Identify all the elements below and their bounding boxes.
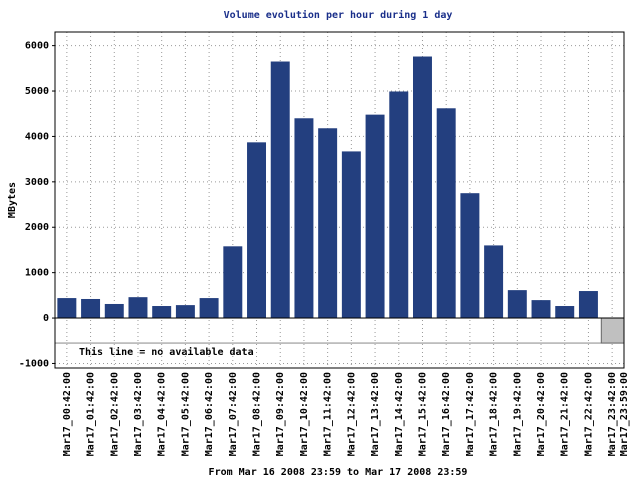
bar <box>199 298 219 319</box>
bar <box>460 193 480 319</box>
bar <box>81 298 101 319</box>
no-data-bar <box>600 317 625 344</box>
y-tick-label: 2000 <box>25 222 49 233</box>
bar <box>318 128 338 319</box>
bar <box>555 306 575 319</box>
bar <box>128 297 148 319</box>
bar <box>223 246 243 319</box>
chart-title: Volume evolution per hour during 1 day <box>224 9 453 21</box>
bar <box>152 306 172 319</box>
bar <box>412 56 432 319</box>
y-tick-label: -1000 <box>19 358 49 369</box>
bar <box>175 305 195 319</box>
x-tick-label: Mar17_04:42:00 <box>157 372 168 456</box>
x-tick-label: Mar17_00:42:00 <box>62 372 73 456</box>
x-tick-label: Mar17_11:42:00 <box>323 372 334 456</box>
bar <box>294 118 314 319</box>
x-tick-label: Mar17_18:42:00 <box>489 372 500 456</box>
bar <box>104 303 124 319</box>
y-tick-label: 5000 <box>25 86 49 97</box>
y-tick-label: 3000 <box>25 177 49 188</box>
bar <box>389 91 409 319</box>
x-tick-label: Mar17_06:42:00 <box>204 372 215 456</box>
x-tick-label: Mar17_08:42:00 <box>252 372 263 456</box>
bar <box>365 114 385 319</box>
x-tick-label: Mar17_20:42:00 <box>536 372 547 456</box>
bar <box>578 291 598 319</box>
bar <box>531 300 551 319</box>
x-tick-label: Mar17_03:42:00 <box>133 372 144 456</box>
bar <box>247 142 267 319</box>
x-tick-label: Mar17_02:42:00 <box>109 372 120 456</box>
x-tick-label: Mar17_12:42:00 <box>346 372 357 456</box>
x-tick-label: Mar17_17:42:00 <box>465 372 476 456</box>
plot-border <box>54 31 625 369</box>
bar <box>507 290 527 319</box>
x-tick-label: Mar17_01:42:00 <box>86 372 97 456</box>
x-tick-label: Mar17_23:42:00 <box>607 372 618 456</box>
y-tick-label: 1000 <box>25 268 49 279</box>
x-tick-label: Mar17_14:42:00 <box>394 372 405 456</box>
plot-area <box>55 32 624 368</box>
x-tick-label: Mar17_21:42:00 <box>560 372 571 456</box>
bar <box>484 245 504 319</box>
x-tick-label: Mar17_09:42:00 <box>275 372 286 456</box>
x-tick-label: Mar17_16:42:00 <box>441 372 452 456</box>
x-tick-label: Mar17_23:59:00 <box>619 372 630 456</box>
y-axis-label: MBytes <box>7 182 18 218</box>
x-axis-label: From Mar 16 2008 23:59 to Mar 17 2008 23… <box>209 467 468 478</box>
bar <box>270 61 290 319</box>
y-tick-label: 4000 <box>25 131 49 142</box>
bar <box>57 298 77 319</box>
x-tick-label: Mar17_15:42:00 <box>417 372 428 456</box>
bar <box>436 108 456 319</box>
x-tick-label: Mar17_22:42:00 <box>583 372 594 456</box>
x-tick-label: Mar17_13:42:00 <box>370 372 381 456</box>
x-tick-label: Mar17_10:42:00 <box>299 372 310 456</box>
y-tick-label: 6000 <box>25 41 49 52</box>
x-tick-label: Mar17_19:42:00 <box>512 372 523 456</box>
x-tick-label: Mar17_05:42:00 <box>180 372 191 456</box>
no-data-band <box>54 317 625 344</box>
legend-note: This line = no available data <box>79 346 254 358</box>
bar <box>341 151 361 319</box>
y-tick-label: 0 <box>43 313 49 324</box>
x-tick-label: Mar17_07:42:00 <box>228 372 239 456</box>
